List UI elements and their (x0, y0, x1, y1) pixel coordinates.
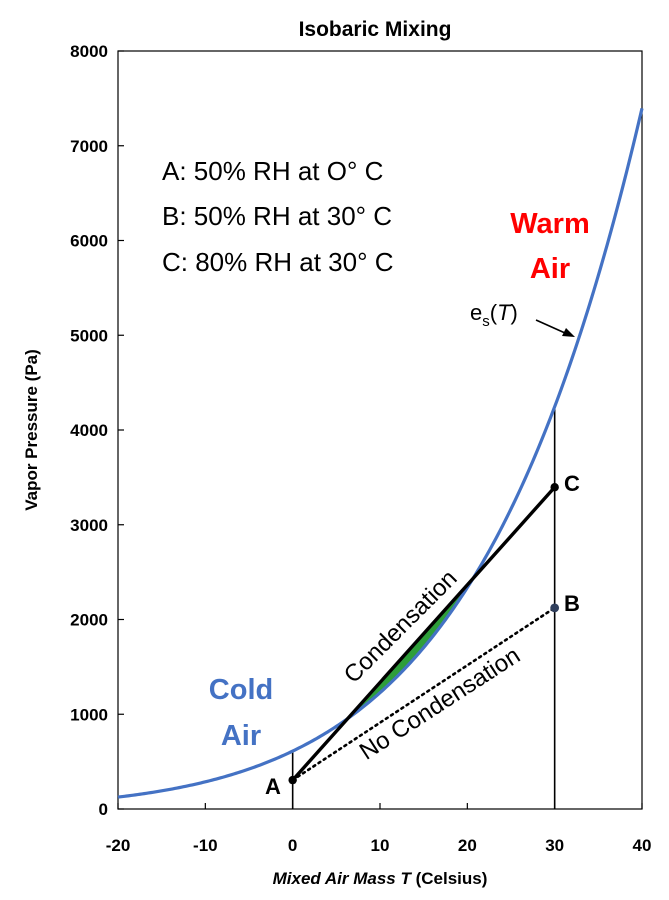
point-b-label: B (564, 591, 580, 616)
legend-line-b: B: 50% RH at 30° C (162, 201, 392, 231)
point-c-label: C (564, 471, 580, 496)
saturation-curve-label: es(T) (470, 300, 518, 330)
y-tick-label: 3000 (70, 516, 108, 535)
y-tick-label: 7000 (70, 137, 108, 156)
y-tick-label: 4000 (70, 421, 108, 440)
x-tick-label: 20 (458, 836, 477, 855)
saturation-curve (117, 107, 644, 799)
no-condensation-mixing-line (291, 606, 556, 782)
condensation-mixing-line (291, 486, 556, 782)
point-b (550, 603, 560, 613)
warm-air-label-line1: Warm (510, 208, 590, 240)
legend-line-c: C: 80% RH at 30° C (162, 247, 394, 277)
legend-line-a: A: 50% RH at O° C (162, 156, 383, 186)
point-a (288, 775, 297, 785)
x-tick-label: 40 (633, 836, 652, 855)
x-tick-label: 0 (288, 836, 297, 855)
x-tick-label: -10 (193, 836, 218, 855)
y-tick-label: 8000 (70, 42, 108, 61)
y-tick-label: 2000 (70, 611, 108, 630)
warm-air-label-line2: Air (530, 253, 570, 285)
x-tick-label: -20 (106, 836, 131, 855)
point-c (550, 483, 559, 492)
y-axis-label: Vapor Pressure (Pa) (22, 349, 41, 511)
x-axis-label: Mixed Air Mass T (Celsius) (273, 869, 488, 888)
x-tick-label: 10 (371, 836, 390, 855)
y-tick-label: 5000 (70, 326, 108, 345)
y-tick-label: 1000 (70, 705, 108, 724)
y-axis-ticks: 0 1000 2000 3000 4000 5000 6000 7000 8000 (70, 42, 124, 819)
x-tick-label: 30 (545, 836, 564, 855)
chart-title: Isobaric Mixing (299, 18, 452, 41)
y-tick-label: 0 (99, 800, 108, 819)
y-tick-label: 6000 (70, 232, 108, 251)
x-axis-ticks: -20 -10 0 10 20 30 40 (106, 803, 652, 855)
arrowhead-icon (562, 328, 575, 337)
cold-air-label-line1: Cold (209, 674, 273, 706)
saturation-curve-arrow (535, 319, 566, 334)
cold-air-label-line2: Air (221, 720, 261, 752)
point-a-label: A (265, 774, 281, 799)
